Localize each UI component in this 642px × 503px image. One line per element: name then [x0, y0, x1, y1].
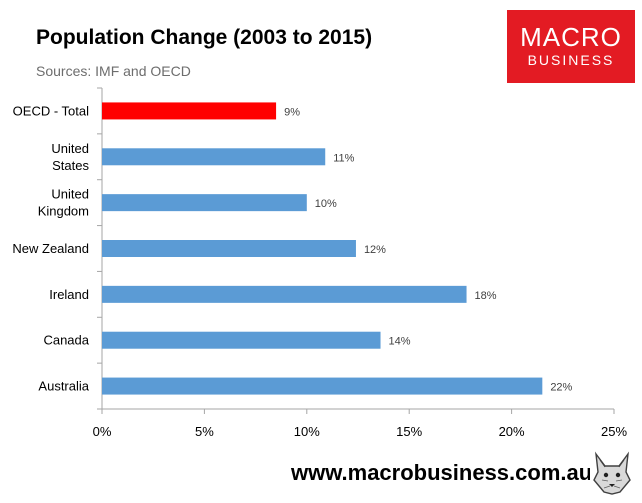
x-tick-label: 20%	[499, 424, 525, 439]
category-label-line: United	[51, 141, 89, 156]
category-label-line: Canada	[43, 333, 89, 348]
data-label: 11%	[333, 152, 354, 164]
category-label: Canada	[43, 333, 89, 348]
category-label: New Zealand	[12, 241, 89, 256]
logo-line-business: BUSINESS	[527, 52, 615, 68]
macrobusiness-logo: MACRO BUSINESS	[507, 10, 635, 83]
bar-canada	[102, 331, 381, 349]
bar-oecd-total	[102, 102, 277, 120]
data-label: 22%	[550, 382, 572, 394]
x-tick-label: 15%	[396, 424, 422, 439]
data-label: 9%	[284, 106, 300, 118]
category-label-line: United	[51, 187, 89, 202]
x-tick-label: 0%	[93, 424, 112, 439]
category-label: OECD - Total	[13, 103, 89, 118]
bar-united-states	[102, 148, 326, 166]
x-tick-label: 10%	[294, 424, 320, 439]
category-label-line: States	[52, 158, 89, 173]
bar-ireland	[102, 285, 467, 303]
category-label: United Kingdom	[38, 187, 89, 219]
bar-australia	[102, 377, 543, 395]
chart-title: Population Change (2003 to 2015)	[36, 26, 373, 49]
data-label: 10%	[315, 198, 337, 210]
category-label-line: Australia	[38, 379, 89, 394]
category-label-line: Ireland	[49, 287, 89, 302]
logo-line-macro: MACRO	[520, 22, 622, 52]
x-tick-label: 5%	[195, 424, 214, 439]
x-tick-label: 25%	[601, 424, 627, 439]
category-label: Ireland	[49, 287, 89, 302]
bar-new-zealand	[102, 240, 356, 257]
footer-url: www.macrobusiness.com.au	[291, 460, 593, 485]
category-label: United States	[51, 141, 89, 173]
category-label-line: New Zealand	[12, 241, 89, 256]
wolf-mascot-icon	[590, 450, 634, 496]
chart-subtitle: Sources: IMF and OECD	[36, 63, 191, 79]
data-label: 12%	[364, 244, 386, 256]
data-label: 14%	[389, 336, 411, 348]
category-label-line: Kingdom	[38, 204, 89, 219]
data-label: 18%	[475, 290, 497, 302]
category-label: Australia	[38, 379, 89, 394]
bar-united-kingdom	[102, 194, 307, 212]
category-label-line: OECD - Total	[13, 103, 89, 118]
